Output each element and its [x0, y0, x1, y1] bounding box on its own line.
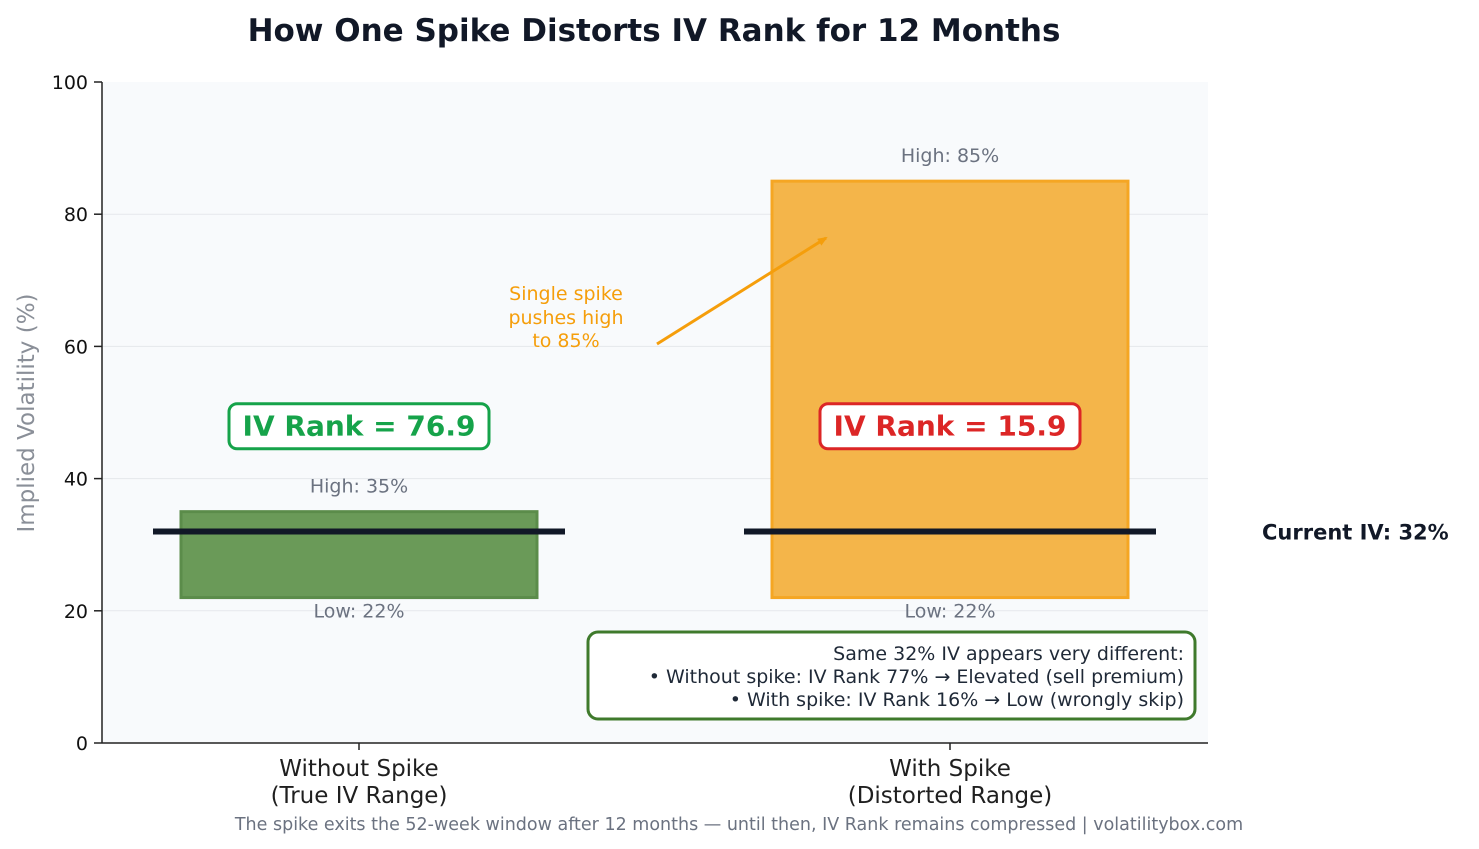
x-ticks: Without Spike(True IV Range) With Spike(D… [271, 743, 1053, 809]
summary-box: Same 32% IV appears very different: • Wi… [586, 630, 1197, 721]
x-category-label-line1: With Spike [889, 756, 1011, 782]
y-tick-label: 80 [64, 204, 88, 226]
y-axis-label: Implied Volatility (%) [14, 293, 40, 532]
bar-low-label: Low: 22% [313, 601, 404, 623]
iv-rank-label: IV Rank = 76.9 [243, 410, 476, 443]
chart-title: How One Spike Distorts IV Rank for 12 Mo… [248, 13, 1061, 49]
iv-rank-label: IV Rank = 15.9 [834, 410, 1067, 443]
annotation-line-3: to 85% [532, 330, 599, 352]
annotation-arrow [656, 236, 828, 346]
summary-line-1: Same 32% IV appears very different: [833, 643, 1184, 665]
bars-group [179, 179, 1130, 600]
y-ticks: 0 20 40 60 80 100 [52, 72, 102, 755]
y-tick-label: 60 [64, 336, 88, 358]
annotation-line-1: Single spike [509, 283, 623, 305]
bar-high-label: High: 35% [310, 476, 408, 498]
summary-line-3: • With spike: IV Rank 16% → Low (wrongly… [730, 689, 1184, 711]
y-tick-label: 100 [52, 72, 88, 94]
footer-note: The spike exits the 52-week window after… [234, 815, 1243, 835]
x-category-label-line1: Without Spike [279, 756, 438, 782]
current-iv-label: Current IV: 32% [1262, 520, 1449, 544]
x-category-label-line2: (True IV Range) [271, 783, 448, 809]
bar-notes-group: High: 35% Low: 22% IV Rank = 76.9 High: 85%… [227, 145, 1082, 623]
summary-line-2: • Without spike: IV Rank 77% → Elevated … [649, 666, 1184, 688]
y-tick-label: 0 [76, 733, 88, 755]
annotation-line-2: pushes high [508, 307, 623, 329]
y-tick-label: 40 [64, 469, 88, 491]
bar-low-label: Low: 22% [904, 601, 995, 623]
x-category-label-line2: (Distorted Range) [848, 783, 1053, 809]
iv-rank-box [227, 402, 491, 451]
bar-high-label: High: 85% [901, 145, 999, 167]
bar-range [179, 510, 539, 600]
bar-range [770, 179, 1130, 600]
y-tick-label: 20 [64, 601, 88, 623]
spike-annotation: Single spike pushes high to 85% [508, 236, 828, 352]
summary-box-border [586, 630, 1197, 721]
iv-rank-box [818, 402, 1082, 451]
